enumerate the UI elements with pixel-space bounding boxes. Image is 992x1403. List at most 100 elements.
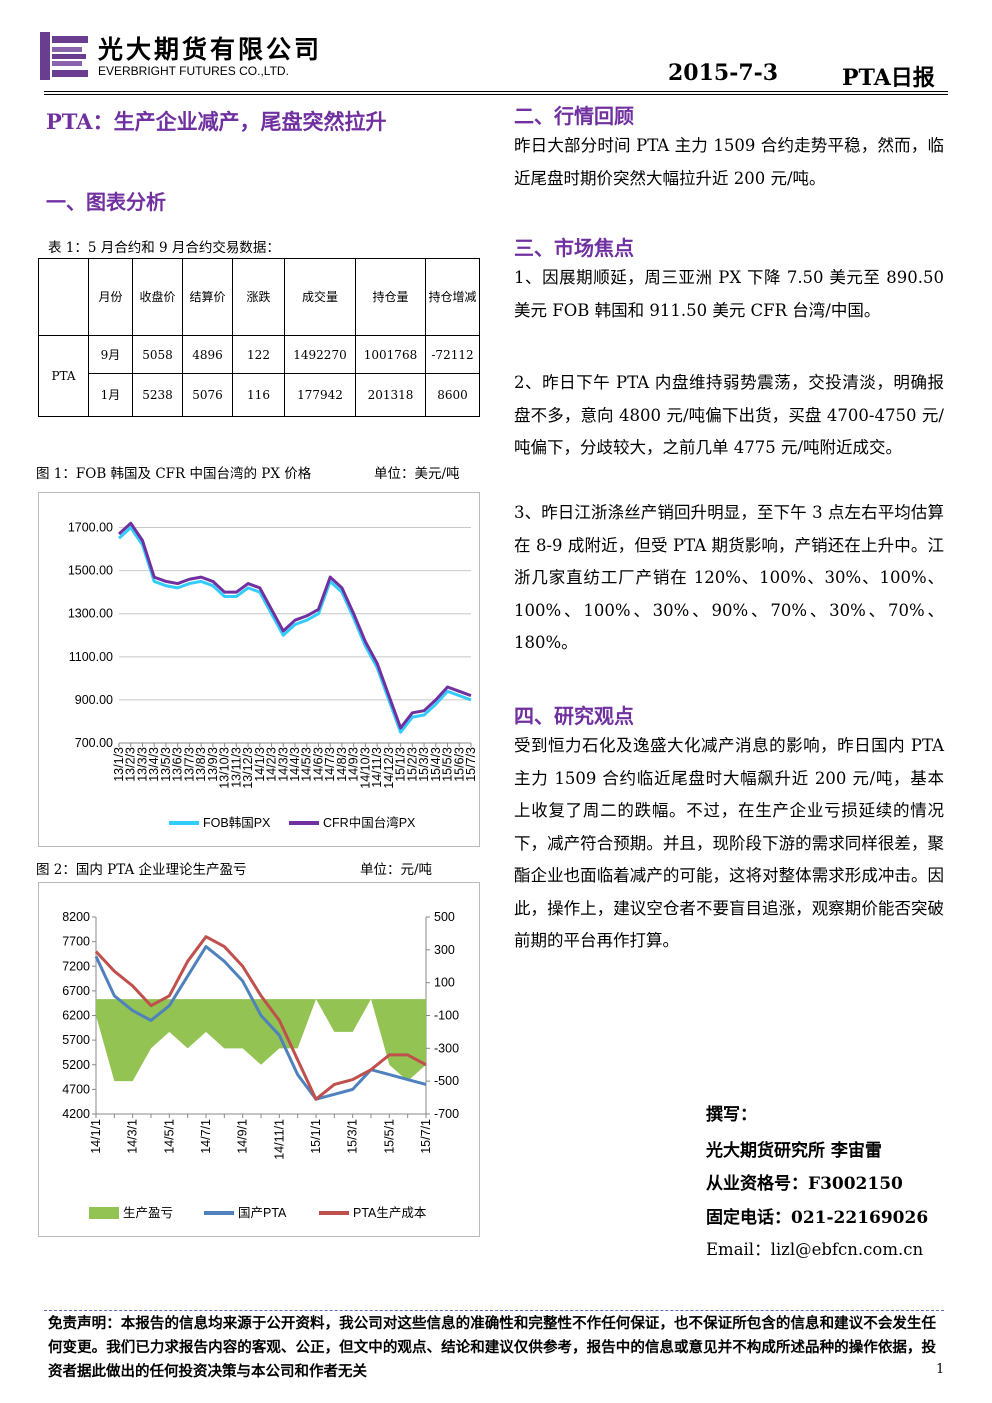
legend-label: 国产PTA: [238, 1206, 287, 1220]
cell: 结算价: [182, 258, 233, 336]
author-email: Email：lizl@ebfcn.com.cn: [706, 1240, 924, 1259]
y2-tick-label: -100: [434, 1009, 459, 1023]
cell: 116: [232, 373, 285, 417]
y-tick-label: 5200: [62, 1058, 90, 1072]
x-tick-label: 14/1/3: [253, 747, 267, 782]
author-phone: 固定电话：021-22169026: [706, 1208, 929, 1228]
y-tick-label: 900.00: [75, 693, 113, 707]
table-row: 1月 5238 5076 116 177942 201318 8600: [39, 373, 480, 417]
y2-tick-label: 500: [434, 910, 455, 924]
header-rule: [44, 91, 948, 95]
cell: 月份: [88, 258, 133, 336]
x-tick-label: 15/1/1: [309, 1119, 323, 1154]
chart-title: 图 1：FOB 韩国及 CFR 中国台湾的 PX 价格: [36, 466, 312, 482]
legend-label: 生产盈亏: [123, 1206, 173, 1220]
cell: 收盘价: [132, 258, 183, 336]
chart-unit: 单位：美元/吨: [374, 466, 460, 482]
x-tick-label: 15/2/3: [405, 747, 419, 782]
cell: 持仓增减: [425, 258, 480, 336]
disclaimer: 免责声明：本报告的信息均来源于公开资料，我公司对这些信息的准确性和完整性不作任何…: [48, 1315, 936, 1380]
cell: 9月: [88, 335, 133, 374]
paragraph: 1、因展期顺延，周三亚洲 PX 下降 7.50 美元至 890.50 美元 FO…: [514, 268, 944, 320]
x-tick-label: 13/9/3: [206, 747, 220, 782]
cell: -72112: [425, 335, 480, 374]
y2-tick-label: -300: [434, 1041, 459, 1055]
cell: 1492270: [284, 335, 356, 374]
x-tick-label: 13/10/3: [218, 747, 232, 789]
company-name-en: EVERBRIGHT FUTURES CO.,LTD.: [98, 64, 289, 78]
author-name: 光大期货研究所 李宙雷: [706, 1141, 882, 1161]
author-label: 撰写：: [706, 1105, 757, 1125]
page-number: 1: [936, 1362, 945, 1377]
paragraph: 受到恒力石化及逸盛大化减产消息的影响，昨日国内 PTA 主力 1509 合约临近…: [514, 736, 944, 950]
x-tick-label: 14/9/1: [236, 1119, 250, 1154]
doc-title: PTA：生产企业减产，尾盘突然拉升: [46, 109, 387, 134]
x-tick-label: 13/8/3: [194, 747, 208, 782]
x-tick-label: 13/1/3: [112, 747, 126, 782]
cell: 201318: [355, 373, 426, 417]
x-tick-label: 15/5/3: [441, 747, 455, 782]
cell: 涨跌: [232, 258, 285, 336]
x-tick-label: 15/3/3: [417, 747, 431, 782]
y-tick-label: 1300.00: [68, 607, 113, 621]
y2-tick-label: -700: [434, 1107, 459, 1121]
section-heading: 一、图表分析: [46, 190, 166, 214]
x-tick-label: 15/1/3: [394, 747, 408, 782]
x-tick-label: 13/12/3: [241, 747, 255, 789]
x-tick-label: 15/4/3: [429, 747, 443, 782]
cell: 177942: [284, 373, 356, 417]
y-tick-label: 1700.00: [68, 521, 113, 535]
report-date: 2015-7-3: [668, 60, 779, 86]
legend-label: CFR中国台湾PX: [323, 815, 416, 830]
y2-tick-label: 300: [434, 943, 455, 957]
x-tick-label: 14/12/3: [382, 747, 396, 789]
paragraph: 昨日大部分时间 PTA 主力 1509 合约走势平稳，然而，临近尾盘时期价突然大…: [514, 136, 944, 188]
x-tick-label: 13/2/3: [124, 747, 138, 782]
paragraph: 3、昨日江浙涤丝产销回升明显，至下午 3 点左右平均估算在 8-9 成附近，但受…: [514, 503, 944, 652]
x-tick-label: 14/8/3: [335, 747, 349, 782]
x-tick-label: 13/4/3: [147, 747, 161, 782]
cell: 122: [232, 335, 285, 374]
x-tick-label: 14/5/1: [162, 1119, 176, 1154]
x-tick-label: 14/11/1: [272, 1119, 286, 1160]
cell: 持仓量: [355, 258, 426, 336]
x-tick-label: 14/1/1: [89, 1119, 103, 1154]
y-tick-label: 700.00: [75, 736, 113, 750]
x-tick-label: 15/6/3: [452, 747, 466, 782]
y-tick-label: 5700: [62, 1033, 90, 1047]
legend-label: FOB韩国PX: [203, 815, 271, 830]
y-tick-label: 7200: [62, 959, 90, 973]
cell: 5238: [132, 373, 183, 417]
table-caption: 表 1：5 月合约和 9 月合约交易数据：: [48, 240, 280, 256]
x-tick-label: 14/11/3: [370, 747, 384, 788]
x-tick-label: 14/4/3: [288, 747, 302, 782]
x-tick-label: 13/3/3: [135, 747, 149, 782]
x-tick-label: 14/9/3: [347, 747, 361, 782]
report-name: PTA日报: [842, 65, 935, 91]
x-tick-label: 14/3/1: [126, 1119, 140, 1154]
cell: 1001768: [355, 335, 426, 374]
x-tick-label: 14/5/3: [300, 747, 314, 782]
line: [94, 935, 427, 1101]
y-tick-label: 6700: [62, 984, 90, 998]
y-tick-label: 8200: [62, 910, 90, 924]
x-tick-label: 13/11/3: [229, 747, 243, 788]
y-tick-label: 6200: [62, 1009, 90, 1023]
section-heading: 四、研究观点: [514, 704, 634, 728]
x-tick-label: 13/6/3: [171, 747, 185, 782]
x-tick-label: 15/5/1: [382, 1119, 396, 1154]
cell: 1月: [88, 373, 133, 417]
line: [117, 526, 472, 734]
cell: 成交量: [284, 258, 356, 336]
cell: 4896: [182, 335, 233, 374]
logo: [40, 32, 88, 80]
x-tick-label: 14/7/3: [323, 747, 337, 782]
legend-label: PTA生产成本: [353, 1206, 427, 1220]
x-tick-label: 15/3/1: [346, 1119, 360, 1154]
y2-tick-label: 100: [434, 976, 455, 990]
cell: 5076: [182, 373, 233, 417]
chart-title: 图 2：国内 PTA 企业理论生产盈亏: [36, 862, 247, 878]
y2-tick-label: -500: [434, 1074, 459, 1088]
cell: 5058: [132, 335, 183, 374]
